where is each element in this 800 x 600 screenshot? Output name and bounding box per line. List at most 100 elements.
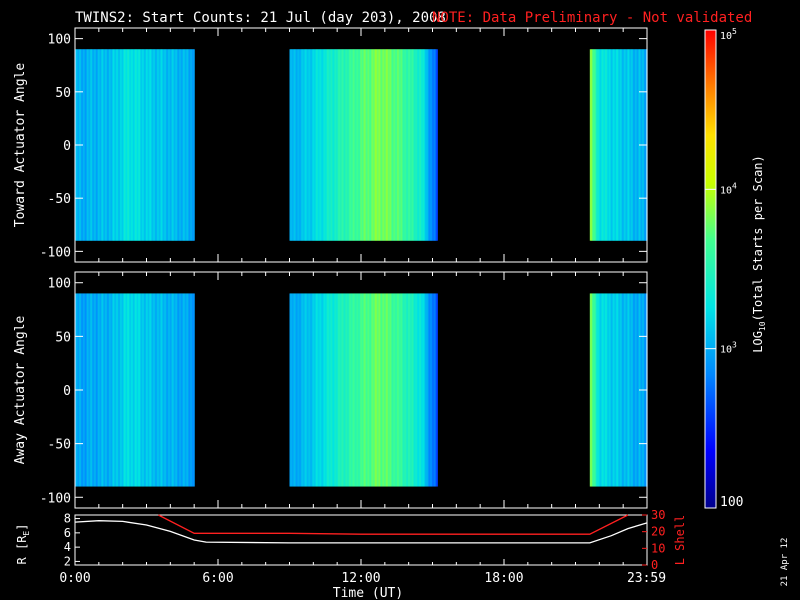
heatmap-column (170, 293, 172, 487)
heatmap-column (328, 293, 331, 487)
heatmap-column (435, 49, 437, 241)
heatmap-column (621, 49, 624, 241)
heatmap-column (296, 49, 299, 241)
heatmap-column (161, 293, 163, 487)
heatmap-column (351, 49, 353, 241)
heatmap-column (331, 49, 334, 241)
heatmap-column (323, 49, 326, 241)
heatmap-column (319, 49, 322, 241)
heatmap-column (295, 293, 298, 487)
heatmap-column (589, 293, 592, 487)
heatmap-column (164, 293, 166, 487)
heatmap-column (422, 293, 424, 487)
y-tick-label: 50 (55, 86, 71, 101)
heatmap-column (159, 293, 161, 487)
y-tick-label: 100 (48, 277, 71, 292)
heatmap-column (332, 293, 335, 487)
heatmap-column (166, 49, 168, 241)
heatmap-column (429, 49, 431, 241)
heatmap-column (600, 49, 603, 241)
heatmap-column (128, 293, 130, 487)
heatmap-column (432, 293, 434, 487)
heatmap-column (420, 293, 422, 487)
heatmap-column (345, 293, 348, 487)
heatmap-column (392, 293, 394, 487)
heatmap-column (108, 49, 110, 241)
heatmap-column (304, 293, 307, 487)
heatmap-column (297, 49, 300, 241)
heatmap-column (151, 49, 153, 241)
heatmap-column (382, 293, 384, 487)
heatmap-column (190, 293, 192, 487)
heatmap-column (183, 49, 185, 241)
heatmap-column (631, 293, 634, 487)
heatmap-column (295, 49, 298, 241)
heatmap-column (179, 293, 181, 487)
heatmap-column (419, 49, 421, 241)
heatmap-column (595, 293, 598, 487)
heatmap-column (637, 293, 640, 487)
heatmap-column (169, 49, 171, 241)
heatmap-column (327, 49, 330, 241)
heatmap-column (428, 49, 430, 241)
heatmap-column (125, 293, 127, 487)
heatmap-column (97, 49, 99, 241)
y-tick-label: 100 (48, 33, 71, 48)
y-tick-label: 0 (63, 384, 71, 399)
y-tick-label: -50 (48, 438, 71, 453)
heatmap-column (319, 293, 322, 487)
heatmap-column (179, 49, 181, 241)
heatmap-column (110, 49, 112, 241)
heatmap-column (114, 293, 116, 487)
heatmap-column (399, 49, 401, 241)
heatmap-column (184, 293, 186, 487)
heatmap-column (103, 49, 105, 241)
heatmap-column (104, 293, 106, 487)
heatmap-column (627, 293, 630, 487)
heatmap-column (349, 49, 352, 241)
l-shell-tick-label: 10 (651, 541, 665, 555)
heatmap-column (292, 49, 295, 241)
heatmap-column (326, 293, 329, 487)
heatmap-column (172, 49, 174, 241)
heatmap-column (189, 49, 191, 241)
heatmap-column (305, 293, 308, 487)
heatmap-column (331, 293, 334, 487)
heatmap-column (129, 49, 131, 241)
heatmap-column (318, 293, 321, 487)
heatmap-column (330, 49, 333, 241)
heatmap-column (436, 293, 438, 487)
heatmap-column (410, 293, 412, 487)
orbit-panel-frame (74, 514, 648, 566)
heatmap-column (140, 49, 142, 241)
heatmap-column (362, 293, 364, 487)
heatmap-column (399, 293, 401, 487)
heatmap-column (590, 49, 593, 241)
heatmap-column (301, 293, 304, 487)
heatmap-column (166, 293, 168, 487)
heatmap-column (598, 293, 601, 487)
heatmap-column (140, 293, 142, 487)
heatmap-column (169, 293, 171, 487)
heatmap-column (173, 49, 175, 241)
heatmap-column (425, 293, 427, 487)
heatmap-column (395, 49, 397, 241)
heatmap-column (339, 49, 342, 241)
heatmap-column (150, 49, 152, 241)
colorbar-tick-label: 100 (720, 495, 743, 510)
heatmap-column (118, 49, 120, 241)
heatmap-column (429, 293, 431, 487)
heatmap-column (134, 49, 136, 241)
time-tick-label: 12:00 (341, 571, 380, 586)
heatmap-column (592, 293, 595, 487)
heatmap-column (160, 49, 162, 241)
heatmap-column (625, 49, 628, 241)
heatmap-column (403, 49, 405, 241)
heatmap-column (428, 293, 430, 487)
heatmap-column (309, 49, 312, 241)
heatmap-column (163, 49, 165, 241)
heatmap-column (353, 293, 355, 487)
heatmap-column (109, 293, 111, 487)
heatmap-column (611, 293, 614, 487)
